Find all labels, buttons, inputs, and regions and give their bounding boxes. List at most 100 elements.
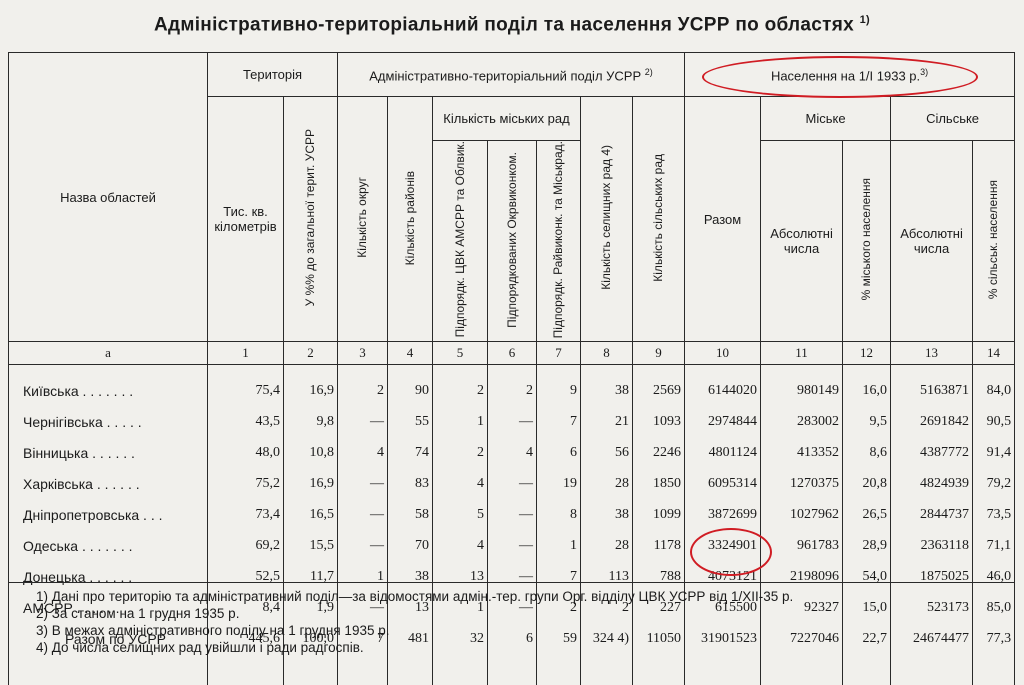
cell-col-11: 961783 <box>760 530 844 562</box>
header-rural-abs: Абсолютні числа <box>890 139 974 343</box>
cell-col-4: 13 <box>387 592 434 624</box>
header-urban-abs: Абсолютні числа <box>760 139 844 343</box>
cell-col-14: 77,3 <box>972 623 1016 655</box>
cell-col-14: 90,5 <box>972 406 1016 438</box>
cell-col-14: 73,5 <box>972 499 1016 531</box>
cell-col-2: 15,5 <box>282 530 339 562</box>
population-table: Назва областей Територія Адміністративно… <box>8 51 1016 685</box>
cell-col-12: 54,0 <box>842 561 892 593</box>
cell-col-8: 28 <box>580 468 634 500</box>
table-row: АМСРР . . . . . . . 8,4 1,9—13 1—2 2 227 61550… <box>8 592 1016 624</box>
cell-col-7: 1 <box>536 530 582 562</box>
region-name: Харківська . . . . . . <box>8 468 208 500</box>
region-name: Дніпропетровська . . . <box>8 499 208 531</box>
cell-col-6: 4 <box>487 437 538 469</box>
cell-col-13: 4824939 <box>890 468 974 500</box>
cell-col-6: — <box>487 530 538 562</box>
cell-col-9: 1178 <box>632 530 686 562</box>
cell-col-6: — <box>487 468 538 500</box>
col-num: 6 <box>487 341 538 366</box>
cell-col-2: 11,7 <box>282 561 339 593</box>
cell-col-4: 74 <box>387 437 434 469</box>
cell-col-13: 1875025 <box>890 561 974 593</box>
cell-col-9: 1099 <box>632 499 686 531</box>
cell-col-1: 445,6 <box>207 623 284 655</box>
cell-col-6: — <box>487 561 538 593</box>
footnote-1: 1) Дані про територію та адміністративни… <box>36 589 794 604</box>
footnote-3: 3) В межах адміністративного поділу на 1… <box>36 623 390 638</box>
col-num: 14 <box>972 341 1016 366</box>
cell-col-4: 38 <box>387 561 434 593</box>
header-territory: Територія <box>206 52 339 97</box>
cell-col-1: 69,2 <box>207 530 284 562</box>
table-row: Харківська . . . . . . 75,2 16,9—83 4—19 28 1… <box>8 468 1016 500</box>
region-name: Одеська . . . . . . . <box>8 530 208 562</box>
cell-col-8: 38 <box>580 364 634 407</box>
cell-col-3: — <box>337 530 389 562</box>
cell-col-6: 6 <box>487 623 538 655</box>
header-area-pct: У %% до загальної терит. УСРР <box>282 95 339 343</box>
cell-col-2: 9,8 <box>282 406 339 438</box>
col-num: 3 <box>337 341 389 366</box>
total-row: Разом по УСРР 445,6 100,0 7 481 32 6 59 324 4) 11… <box>8 623 1016 655</box>
header-city-councils: Кількість міських рад <box>432 96 582 141</box>
cell-col-10: 4801124 <box>684 437 762 469</box>
col-num: а <box>8 341 208 366</box>
col-num: 2 <box>282 341 339 366</box>
header-population: Населення на 1/I 1933 р.3) <box>684 52 1016 97</box>
cell-col-4: 55 <box>387 406 434 438</box>
table-row: Дніпропетровська . . . 73,4 16,5—58 5—8 38 10… <box>8 499 1016 531</box>
cell-col-12: 15,0 <box>842 592 892 624</box>
cell-col-10: 31901523 <box>684 623 762 655</box>
col-num: 5 <box>432 341 489 366</box>
cell-col-5: 4 <box>432 468 489 500</box>
cell-col-3: — <box>337 499 389 531</box>
footnote-divider <box>8 582 1014 583</box>
header-admin: Адміністративно-територіальний поділ УСР… <box>337 52 686 97</box>
cell-col-7: 19 <box>536 468 582 500</box>
column-number-row: а 1 2 3 4 5 6 7 8 9 10 11 12 13 14 <box>8 341 1016 366</box>
col-num: 4 <box>387 341 434 366</box>
cell-col-4: 90 <box>387 364 434 407</box>
cell-col-1: 52,5 <box>207 561 284 593</box>
cell-col-3: 2 <box>337 364 389 407</box>
cell-col-3: — <box>337 468 389 500</box>
cell-col-13: 2363118 <box>890 530 974 562</box>
cell-col-14: 46,0 <box>972 561 1016 593</box>
col-num: 8 <box>580 341 634 366</box>
header-settlement: Кількість селищних рад 4) <box>580 95 634 343</box>
document-title: Адміністративно-територіальний поділ та … <box>0 14 1024 36</box>
region-name: Разом по УСРР <box>8 623 208 655</box>
cell-col-5: 5 <box>432 499 489 531</box>
col-num: 10 <box>684 341 762 366</box>
cell-col-9: 227 <box>632 592 686 624</box>
cell-col-5: 4 <box>432 530 489 562</box>
cell-col-10: 6095314 <box>684 468 762 500</box>
cell-col-12: 16,0 <box>842 364 892 407</box>
cell-col-1: 73,4 <box>207 499 284 531</box>
cell-col-2: 16,9 <box>282 364 339 407</box>
title-text: Адміністративно-територіальний поділ та … <box>153 14 855 36</box>
cell-col-2: 16,5 <box>282 499 339 531</box>
footnote-2: 2) За станом на 1 грудня 1935 р. <box>36 606 240 621</box>
cell-col-1: 43,5 <box>207 406 284 438</box>
cell-col-5: 13 <box>432 561 489 593</box>
cell-col-2: 16,9 <box>282 468 339 500</box>
cell-col-5: 1 <box>432 592 489 624</box>
cell-col-14: 85,0 <box>972 592 1016 624</box>
col-num: 11 <box>760 341 844 366</box>
cell-col-10: 4073121 <box>684 561 762 593</box>
table-body: Київська . . . . . . . 75,4 16,9 2 90 2 2 9 38 25… <box>8 364 1016 685</box>
cell-col-10: 6144020 <box>684 364 762 407</box>
cell-col-13: 4387772 <box>890 437 974 469</box>
cell-col-11: 7227046 <box>760 623 844 655</box>
col-num: 13 <box>890 341 974 366</box>
cell-col-11: 283002 <box>760 406 844 438</box>
cell-col-9: 1093 <box>632 406 686 438</box>
header-urban-pct: % міського населення <box>842 139 892 343</box>
cell-col-8: 38 <box>580 499 634 531</box>
cell-col-12: 26,5 <box>842 499 892 531</box>
cell-col-1: 48,0 <box>207 437 284 469</box>
table-row: Чернігівська . . . . . 43,5 9,8—55 1—7 21 109… <box>8 406 1016 438</box>
cell-col-10: 615500 <box>684 592 762 624</box>
